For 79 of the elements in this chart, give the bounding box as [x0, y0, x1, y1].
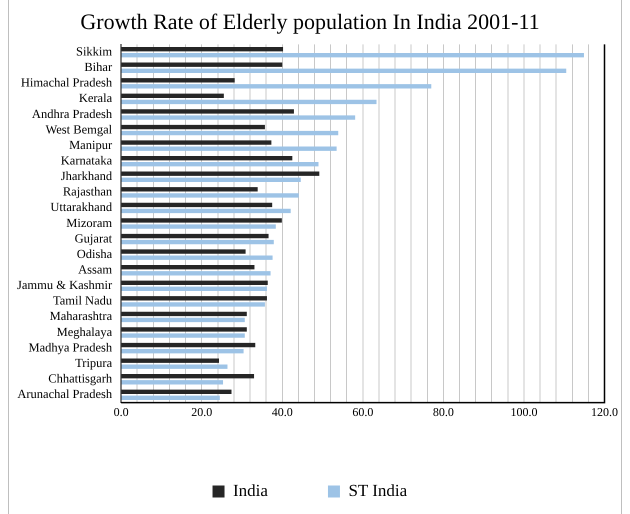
- y-tick-label: Jammu & Kashmir: [16, 278, 113, 292]
- bar: [122, 271, 271, 276]
- bar: [122, 396, 220, 400]
- bar: [122, 162, 319, 166]
- x-tick-label: 0.0: [114, 404, 129, 419]
- y-tick-label: Sikkim: [76, 44, 112, 58]
- bar: [122, 140, 272, 145]
- bar: [122, 46, 284, 52]
- bar: [122, 312, 247, 316]
- y-tick-label: Uttarakhand: [50, 200, 113, 214]
- bar: [122, 327, 247, 332]
- bar: [122, 342, 256, 348]
- bar: [122, 218, 282, 223]
- y-tick-label: Manipur: [69, 138, 113, 152]
- bar: [122, 156, 292, 160]
- y-tick-label: Maharashtra: [50, 309, 113, 324]
- bar: [122, 296, 267, 301]
- y-tick-label: Karnataka: [60, 153, 113, 168]
- bar: [122, 240, 274, 244]
- bar: [122, 265, 254, 270]
- bar: [122, 249, 246, 254]
- bar: [122, 348, 244, 354]
- bar: [122, 286, 267, 292]
- bar: [122, 130, 338, 136]
- y-tick-label: Bihar: [84, 60, 113, 74]
- x-tick-label: 80.0: [432, 404, 454, 419]
- y-tick-label: Tamil Nadu: [52, 294, 113, 308]
- y-tick-label: Jharkhand: [60, 169, 113, 184]
- y-tick-label: Arunachal Pradesh: [17, 387, 113, 402]
- bar: [122, 390, 232, 394]
- bar: [122, 208, 291, 214]
- x-tick-label: 60.0: [352, 404, 374, 419]
- y-tick-label: Assam: [78, 262, 112, 277]
- y-tick-label: Odisha: [76, 246, 113, 261]
- bar: [122, 234, 269, 238]
- bar: [122, 78, 235, 82]
- bar: [122, 380, 224, 384]
- bar: [122, 84, 432, 89]
- bar: [122, 280, 268, 285]
- bar: [122, 333, 245, 338]
- x-tick-label: 20.0: [191, 404, 212, 419]
- bar: [122, 178, 301, 182]
- bar: [122, 374, 254, 378]
- y-tick-label: Himachal Pradesh: [20, 76, 113, 90]
- y-tick-label: Mizoram: [66, 216, 112, 230]
- bar: [122, 62, 282, 67]
- bar: [122, 172, 320, 176]
- bar: [122, 187, 258, 192]
- legend-label: India: [233, 480, 268, 500]
- x-tick-label: 40.0: [272, 404, 293, 419]
- bar: [122, 358, 220, 363]
- bar: [122, 146, 337, 151]
- y-tick-label: Andhra Pradesh: [32, 106, 113, 121]
- bar: [122, 318, 245, 322]
- x-tick-label: 120.0: [591, 404, 618, 419]
- bar: [122, 364, 228, 369]
- bar: [122, 100, 377, 104]
- y-tick-label: Rajasthan: [62, 184, 113, 199]
- bar: [122, 256, 273, 260]
- y-tick-label: Gujarat: [74, 231, 113, 246]
- bar: [122, 94, 224, 98]
- bar: [122, 202, 272, 208]
- bar: [122, 224, 276, 229]
- bar: [122, 109, 294, 114]
- y-tick-label: Tripura: [75, 356, 113, 370]
- bar: [122, 302, 265, 307]
- y-tick-label: Chhattisgarh: [48, 372, 113, 386]
- bar: [122, 115, 356, 120]
- y-tick-label: West Bemgal: [45, 122, 113, 136]
- x-tick-label: 100.0: [510, 404, 538, 419]
- y-tick-label: Madhya Pradesh: [28, 340, 113, 354]
- bar: [122, 124, 265, 130]
- y-tick-label: Meghalaya: [56, 324, 113, 339]
- y-tick-label: Kerala: [78, 91, 113, 106]
- legend-label: ST India: [348, 480, 408, 500]
- chart-title: Growth Rate of Elderly population In India 2001-11: [80, 8, 540, 34]
- bar: [122, 68, 566, 73]
- bar: [122, 53, 584, 58]
- bar: [122, 193, 299, 198]
